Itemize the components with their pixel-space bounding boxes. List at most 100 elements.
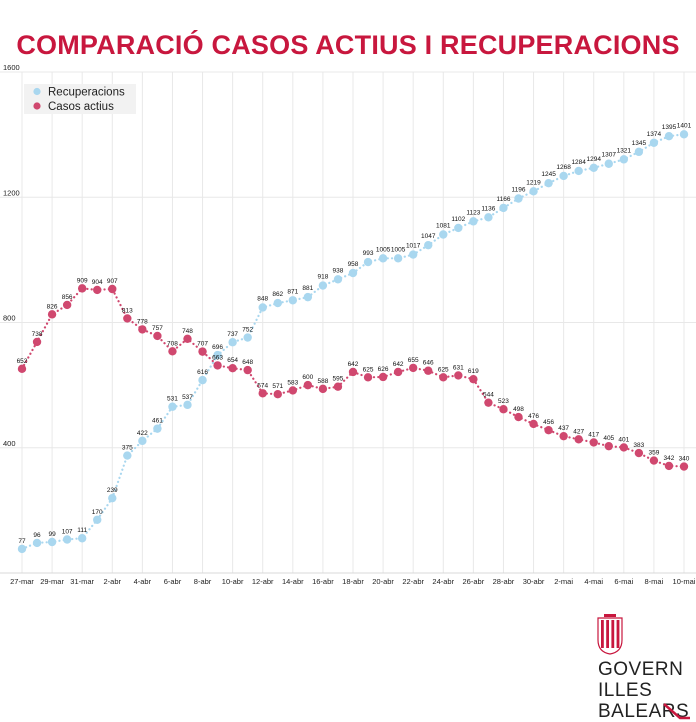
data-label: 340 xyxy=(679,456,690,463)
data-label: 626 xyxy=(378,366,389,373)
data-label: 1123 xyxy=(466,209,480,216)
data-point xyxy=(574,435,583,444)
x-tick-label: 30-abr xyxy=(523,577,545,586)
data-point xyxy=(62,300,72,310)
data-point xyxy=(198,347,207,356)
x-tick-label: 4-abr xyxy=(134,577,152,586)
x-tick-label: 22-abr xyxy=(402,577,424,586)
data-label: 456 xyxy=(543,419,554,426)
data-label: 1047 xyxy=(421,233,436,240)
data-point xyxy=(273,298,282,308)
legend-marker-recuperacions xyxy=(33,87,41,96)
data-label: 1307 xyxy=(602,152,617,159)
x-tick-label: 10-abr xyxy=(222,577,244,586)
data-label: 107 xyxy=(62,528,73,535)
data-point xyxy=(529,419,538,429)
x-tick-label: 27-mar xyxy=(10,577,34,586)
data-label: 537 xyxy=(182,394,193,401)
data-label: 1166 xyxy=(496,196,510,203)
data-label: 1196 xyxy=(512,187,526,194)
legend-box xyxy=(24,84,136,114)
data-point xyxy=(424,240,433,250)
data-label: 813 xyxy=(122,307,133,314)
data-label: 1401 xyxy=(677,122,692,129)
data-point xyxy=(183,334,192,343)
x-tick-label: 20-abr xyxy=(372,577,394,586)
data-label: 1219 xyxy=(526,179,541,186)
data-point xyxy=(288,296,298,305)
data-point xyxy=(123,451,132,460)
data-label: 1005 xyxy=(391,246,406,253)
x-tick-label: 24-abr xyxy=(432,577,454,586)
x-tick-label: 6-mai xyxy=(614,577,633,586)
data-label: 752 xyxy=(242,327,253,334)
data-point xyxy=(408,363,418,373)
data-point xyxy=(649,456,659,465)
data-label: 588 xyxy=(317,378,328,385)
series-casos-actius: 652 738 826 856 909 904 907 813 778 757 708 748 707 6… xyxy=(17,277,690,471)
data-point xyxy=(484,398,493,407)
data-point xyxy=(559,431,568,441)
data-label: 696 xyxy=(212,344,223,351)
data-point xyxy=(213,361,222,370)
shield-crown xyxy=(604,614,616,617)
data-point xyxy=(318,281,328,290)
data-label: 170 xyxy=(92,509,103,516)
x-tick-label: 26-abr xyxy=(463,577,485,586)
y-tick-label: 400 xyxy=(3,439,16,448)
data-label: 401 xyxy=(618,436,629,443)
data-label: 631 xyxy=(453,364,464,371)
data-label: 571 xyxy=(272,383,283,390)
data-label: 96 xyxy=(33,532,41,539)
logo-text-illes: ILLES xyxy=(598,680,653,701)
data-label: 523 xyxy=(498,398,509,405)
data-label: 616 xyxy=(197,369,208,376)
data-point xyxy=(363,257,373,267)
data-point xyxy=(393,367,403,377)
x-tick-label: 29-mar xyxy=(40,577,64,586)
x-tick-label: 10-mai xyxy=(673,577,696,586)
data-label: 856 xyxy=(62,294,73,301)
data-label: 99 xyxy=(48,531,56,538)
data-label: 1136 xyxy=(481,205,495,212)
logo-slash-icon xyxy=(663,703,690,720)
shield-stripe xyxy=(601,620,604,648)
data-point xyxy=(93,515,102,524)
x-tick-label: 2-mai xyxy=(554,577,573,586)
chart: 1600 1200 800 400 27-mar 29-mar 31-mar 2-abr 4-a… xyxy=(0,63,696,586)
data-label: 708 xyxy=(167,340,178,347)
data-label: 583 xyxy=(287,379,298,386)
legend: Recuperacions Casos actius xyxy=(24,84,136,114)
data-point xyxy=(168,402,177,411)
data-label: 1395 xyxy=(662,124,677,131)
data-label: 918 xyxy=(317,274,328,281)
data-point xyxy=(454,371,463,380)
shield-stripe xyxy=(616,620,620,648)
data-point xyxy=(664,131,674,141)
data-label: 655 xyxy=(408,357,419,364)
data-label: 737 xyxy=(227,331,238,338)
data-point xyxy=(123,314,132,323)
data-point xyxy=(634,147,644,157)
data-label: 1102 xyxy=(451,216,465,223)
shield-outline xyxy=(597,617,623,655)
data-point xyxy=(32,337,42,347)
data-label: 652 xyxy=(17,358,28,365)
data-point xyxy=(138,436,147,446)
data-point xyxy=(529,187,538,196)
data-label: 417 xyxy=(588,431,599,438)
x-tick-label: 8-abr xyxy=(194,577,212,586)
data-point xyxy=(17,364,27,374)
data-point xyxy=(138,325,147,334)
data-point xyxy=(32,538,42,548)
data-point xyxy=(17,544,27,554)
data-point xyxy=(168,347,177,356)
data-label: 646 xyxy=(423,360,434,367)
data-label: 405 xyxy=(603,435,614,442)
data-point xyxy=(258,389,267,398)
data-point xyxy=(363,373,373,382)
data-point xyxy=(303,380,313,390)
x-tick-label: 18-abr xyxy=(342,577,364,586)
data-label: 544 xyxy=(483,392,494,399)
x-tick-label: 2-abr xyxy=(104,577,122,586)
